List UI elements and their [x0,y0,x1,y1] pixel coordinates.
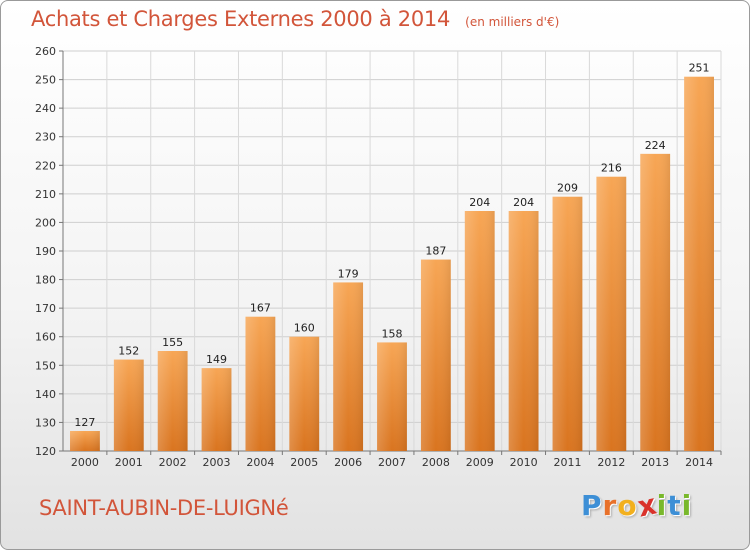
x-tick-label: 2003 [203,456,231,469]
bar-shading [289,336,320,451]
logo-letter: P [581,489,603,522]
title-line: Achats et Charges Externes 2000 à 2014 (… [31,7,559,31]
data-label: 152 [118,345,139,358]
bar-shading [684,76,714,451]
x-tick-label: 2002 [159,456,187,469]
data-label: 155 [162,336,183,349]
y-tick-label: 210 [35,188,56,201]
x-tick-label: 2014 [685,456,713,469]
x-tick-label: 2011 [553,456,581,469]
bar-shading [201,368,232,451]
y-tick-label: 220 [35,159,56,172]
x-tick-label: 2007 [378,456,406,469]
data-label: 160 [294,322,315,335]
logo-letter: r [602,489,618,522]
logo-letter: i [656,489,668,522]
x-tick-label: 2012 [597,456,625,469]
y-tick-label: 130 [35,416,56,429]
bar-shading [640,153,671,451]
bar-shading [464,211,495,451]
data-label: 167 [250,302,271,315]
bar-shading [420,259,451,451]
x-tick-label: 2013 [641,456,669,469]
data-label: 204 [469,196,490,209]
bars [70,76,714,451]
y-tick-label: 250 [35,74,56,87]
y-tick-label: 230 [35,131,56,144]
bar-shading [245,316,276,451]
y-tick-label: 190 [35,245,56,258]
y-tick-label: 140 [35,388,56,401]
data-label: 224 [645,139,666,152]
data-label: 251 [689,62,710,75]
data-label: 127 [74,416,95,429]
data-label: 204 [513,196,534,209]
bar-shading [377,342,407,451]
x-tick-label: 2005 [290,456,318,469]
x-tick-labels: 2000 2001 2002 2003 2004 2005 2006 2007 2008 2009… [71,456,713,469]
logo-letter: t [667,489,682,522]
x-tick-label: 2004 [246,456,274,469]
x-tick-label: 2006 [334,456,362,469]
data-label: 149 [206,353,227,366]
data-labels: 127 152 155 149 167 160 179 158 187 204 204 209 216 2… [74,62,709,429]
bar-shading [113,359,144,451]
y-tick-labels: 120 130 140 150 160 170 180 190 200 210 220 230 240 2… [35,45,56,458]
y-tick-label: 180 [35,274,56,287]
y-tick-label: 240 [35,102,56,115]
bar-shading [333,282,364,451]
chart-subtitle: (en milliers d'€) [465,15,560,29]
logo-letter: i [681,489,693,522]
x-tick-label: 2000 [71,456,99,469]
y-tick-label: 120 [35,445,56,458]
bar-shading [596,176,627,451]
x-tick-label: 2009 [466,456,494,469]
data-label: 209 [557,182,578,195]
logo-letter: o [617,489,638,522]
data-label: 187 [425,245,446,258]
bar-shading [70,431,100,451]
chart-title: Achats et Charges Externes 2000 à 2014 [31,7,451,31]
data-label: 216 [601,162,622,175]
data-label: 179 [338,267,359,280]
bar-shading [157,351,188,451]
proxiti-logo: Proxiti [581,487,693,523]
x-tick-label: 2008 [422,456,450,469]
y-tick-label: 200 [35,216,56,229]
bar-shading [552,196,583,451]
y-tick-label: 160 [35,331,56,344]
y-tick-label: 150 [35,359,56,372]
commune-name: SAINT-AUBIN-DE-LUIGNé [39,496,289,520]
bar-shading [508,211,539,451]
x-tick-label: 2001 [115,456,143,469]
data-label: 158 [382,327,403,340]
y-tick-label: 170 [35,302,56,315]
x-tick-label: 2010 [510,456,538,469]
y-tick-label: 260 [35,45,56,58]
